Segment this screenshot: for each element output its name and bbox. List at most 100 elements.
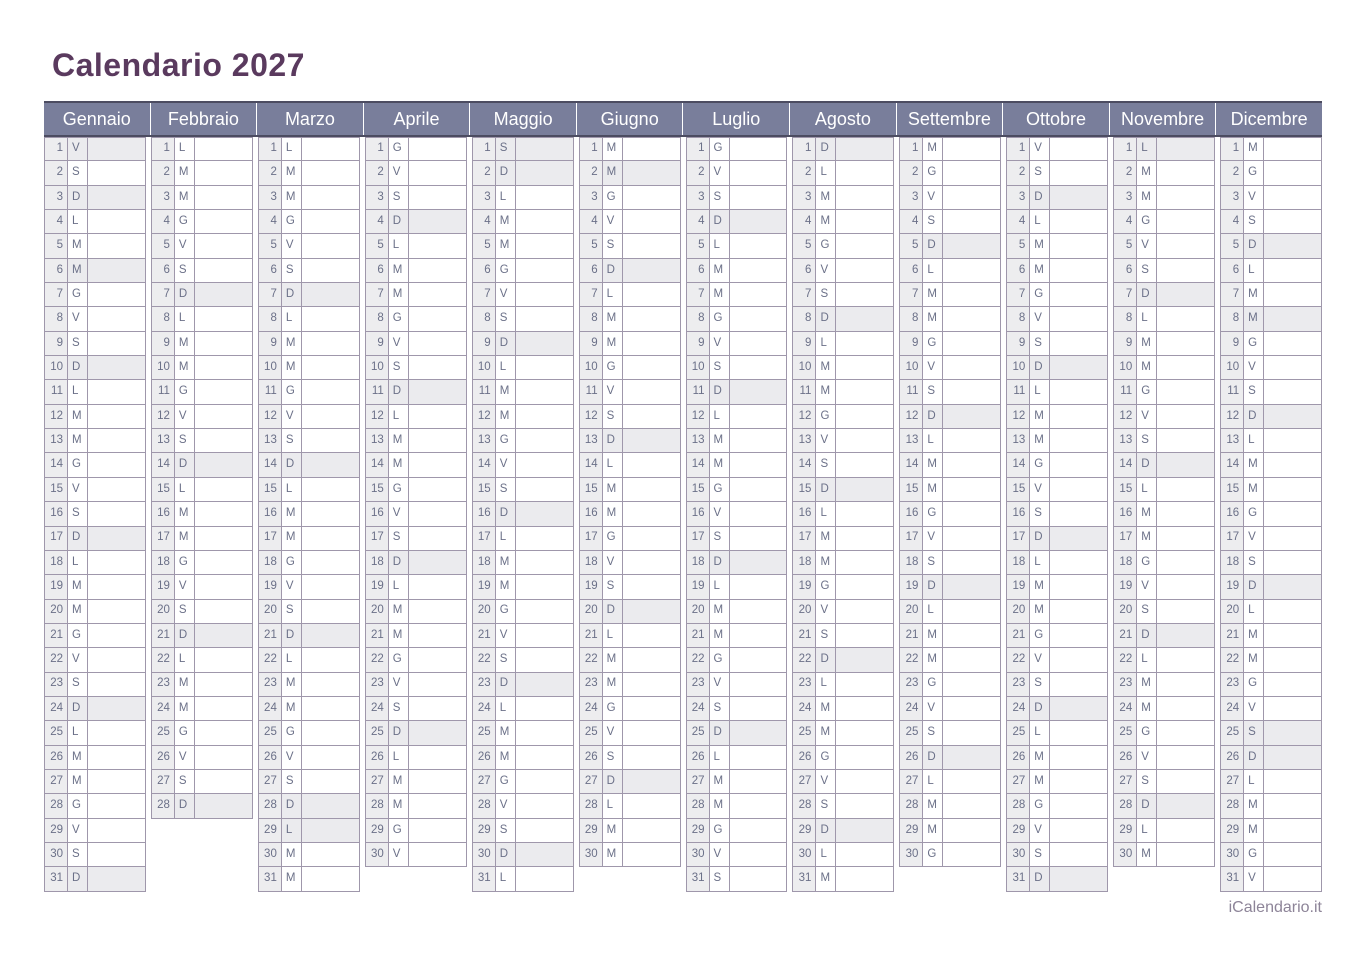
weekday-letter-cell: V: [68, 477, 88, 503]
day-number-cell: 17: [471, 526, 496, 551]
day-row: 14 G: [44, 453, 146, 478]
weekday-letter-cell: M: [1030, 429, 1051, 454]
note-cell: [408, 185, 467, 211]
note-cell: [515, 258, 574, 284]
note-cell: [408, 794, 467, 819]
note-cell: [194, 696, 253, 722]
note-cell: [1264, 599, 1323, 624]
day-number-cell: 23: [792, 672, 817, 697]
day-row: 25 L: [44, 721, 146, 746]
weekday-letter-cell: M: [1244, 307, 1265, 332]
day-row: 29 S: [471, 818, 574, 843]
day-number-cell: 27: [578, 769, 603, 795]
weekday-letter-cell: G: [709, 818, 730, 843]
note-cell: [301, 623, 360, 649]
day-row: 19 L: [685, 575, 788, 600]
note-cell: [622, 185, 681, 211]
note-cell: [1050, 721, 1109, 746]
day-number-cell: 19: [150, 575, 175, 600]
day-number-cell: 29: [471, 818, 496, 843]
note-cell: [88, 185, 146, 211]
note-cell: [1157, 745, 1216, 770]
day-number-cell: 23: [364, 672, 389, 697]
note-cell: [622, 672, 681, 697]
day-row: 20 M: [364, 599, 467, 624]
note-cell: [1157, 769, 1216, 795]
day-row: 24 V: [899, 696, 1002, 722]
weekday-letter-cell: L: [1244, 429, 1265, 454]
day-number-cell: 31: [792, 867, 817, 892]
weekday-letter-cell: M: [816, 526, 837, 551]
day-number-cell: 5: [1006, 234, 1031, 259]
weekday-letter-cell: G: [281, 380, 302, 405]
weekday-letter-cell: M: [68, 769, 88, 795]
weekday-letter-cell: V: [1030, 137, 1051, 162]
day-row: 12 S: [578, 404, 681, 430]
weekday-letter-cell: M: [174, 356, 195, 381]
month-header-maggio: Maggio: [470, 103, 577, 135]
weekday-letter-cell: M: [602, 137, 623, 162]
day-row: 23 V: [364, 672, 467, 697]
note-cell: [1157, 550, 1216, 576]
note-cell: [515, 867, 574, 892]
note-cell: [301, 842, 360, 868]
day-row: 28 M: [364, 794, 467, 819]
day-row: 16 L: [792, 502, 895, 527]
note-cell: [622, 234, 681, 259]
day-number-cell: 21: [792, 623, 817, 649]
note-cell: [943, 526, 1002, 551]
day-number-cell: 29: [1113, 818, 1138, 843]
day-number-cell: 24: [1006, 696, 1031, 722]
empty-row: [151, 867, 253, 891]
note-cell: [408, 307, 467, 332]
day-number-cell: 27: [364, 769, 389, 795]
weekday-letter-cell: M: [281, 672, 302, 697]
note-cell: [943, 234, 1002, 259]
day-number-cell: 11: [364, 380, 389, 405]
day-row: 30 L: [792, 842, 895, 868]
weekday-letter-cell: S: [174, 429, 195, 454]
day-row: 18 D: [685, 550, 788, 576]
day-row: 13 G: [471, 429, 574, 454]
weekday-letter-cell: L: [1137, 307, 1158, 332]
weekday-letter-cell: L: [602, 623, 623, 649]
note-cell: [301, 185, 360, 211]
note-cell: [622, 356, 681, 381]
weekday-letter-cell: D: [816, 307, 837, 332]
note-cell: [943, 307, 1002, 332]
weekday-letter-cell: M: [495, 550, 516, 576]
weekday-letter-cell: M: [495, 745, 516, 770]
weekday-letter-cell: S: [68, 672, 88, 697]
day-number-cell: 26: [792, 745, 817, 770]
day-number-cell: 2: [257, 161, 282, 186]
day-number-cell: 25: [1220, 721, 1245, 746]
day-number-cell: 22: [1220, 648, 1245, 673]
weekday-letter-cell: G: [923, 161, 944, 186]
day-number-cell: 17: [364, 526, 389, 551]
note-cell: [729, 745, 788, 770]
year-calendar: Gennaio Febbraio Marzo Aprile Maggio Giugno Lu…: [44, 101, 1323, 917]
weekday-letter-cell: L: [816, 331, 837, 357]
weekday-letter-cell: D: [1137, 794, 1158, 819]
day-row: 28 G: [44, 794, 146, 819]
day-row: 19 G: [792, 575, 895, 600]
note-cell: [1264, 307, 1323, 332]
day-number-cell: 13: [899, 429, 924, 454]
weekday-letter-cell: L: [602, 794, 623, 819]
note-cell: [408, 769, 467, 795]
note-cell: [1264, 550, 1323, 576]
day-number-cell: 14: [471, 453, 496, 478]
note-cell: [88, 867, 146, 892]
day-number-cell: 4: [364, 210, 389, 235]
month-header-febbraio: Febbraio: [151, 103, 258, 135]
day-row: 24 D: [1006, 696, 1109, 722]
weekday-letter-cell: L: [174, 477, 195, 503]
note-cell: [943, 283, 1002, 308]
day-number-cell: 5: [792, 234, 817, 259]
weekday-letter-cell: G: [1030, 794, 1051, 819]
weekday-letter-cell: V: [388, 672, 409, 697]
